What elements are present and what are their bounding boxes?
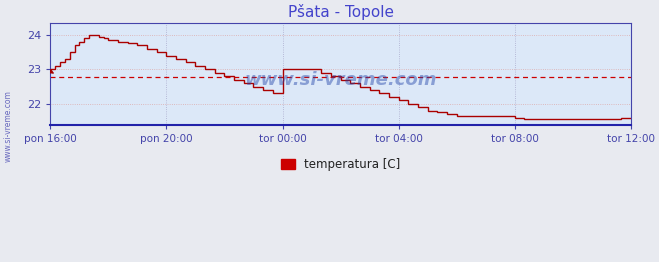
Title: Pšata - Topole: Pšata - Topole	[287, 4, 393, 20]
Text: www.si-vreme.com: www.si-vreme.com	[4, 90, 13, 162]
Text: www.si-vreme.com: www.si-vreme.com	[244, 71, 437, 89]
Legend: temperatura [C]: temperatura [C]	[276, 153, 405, 176]
